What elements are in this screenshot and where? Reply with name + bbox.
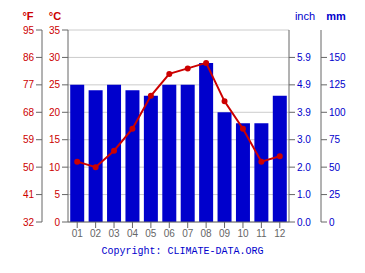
- svg-text:°C: °C: [49, 10, 61, 22]
- svg-text:50: 50: [23, 162, 35, 173]
- svg-text:02: 02: [90, 228, 102, 239]
- svg-text:100: 100: [329, 107, 346, 118]
- svg-text:5: 5: [54, 189, 60, 200]
- svg-text:15: 15: [49, 134, 61, 145]
- svg-text:08: 08: [201, 228, 213, 239]
- svg-text:0: 0: [54, 217, 60, 228]
- svg-text:04: 04: [127, 228, 139, 239]
- svg-text:3.0: 3.0: [297, 134, 311, 145]
- svg-text:5.9: 5.9: [297, 52, 311, 63]
- svg-text:50: 50: [329, 162, 341, 173]
- svg-text:11: 11: [256, 228, 267, 239]
- svg-text:77: 77: [23, 79, 35, 90]
- svg-text:25: 25: [329, 189, 341, 200]
- svg-text:30: 30: [49, 52, 61, 63]
- svg-text:86: 86: [23, 52, 35, 63]
- svg-text:95: 95: [23, 25, 35, 36]
- svg-text:10: 10: [237, 228, 249, 239]
- svg-text:12: 12: [274, 228, 286, 239]
- svg-text:2.0: 2.0: [297, 162, 311, 173]
- svg-text:05: 05: [145, 228, 157, 239]
- svg-text:07: 07: [182, 228, 194, 239]
- svg-text:0: 0: [329, 217, 335, 228]
- svg-text:125: 125: [329, 79, 346, 90]
- svg-text:1.0: 1.0: [297, 189, 311, 200]
- svg-text:0.0: 0.0: [297, 217, 311, 228]
- svg-text:°F: °F: [22, 10, 33, 22]
- svg-text:32: 32: [23, 217, 35, 228]
- svg-text:03: 03: [108, 228, 120, 239]
- svg-text:3.9: 3.9: [297, 107, 311, 118]
- svg-text:4.9: 4.9: [297, 79, 311, 90]
- svg-text:01: 01: [72, 228, 84, 239]
- svg-text:20: 20: [49, 107, 61, 118]
- svg-text:06: 06: [164, 228, 176, 239]
- svg-text:inch: inch: [295, 10, 315, 22]
- svg-text:59: 59: [23, 134, 35, 145]
- svg-text:150: 150: [329, 52, 346, 63]
- html-text:Copyright: CLIMATE-DATA.ORG: Copyright: CLIMATE-DATA.ORG: [101, 246, 264, 257]
- svg-text:41: 41: [23, 189, 35, 200]
- svg-text:mm: mm: [326, 10, 346, 22]
- svg-text:09: 09: [219, 228, 231, 239]
- svg-text:35: 35: [49, 25, 61, 36]
- svg-text:68: 68: [23, 107, 35, 118]
- svg-text:10: 10: [49, 162, 61, 173]
- svg-text:75: 75: [329, 134, 341, 145]
- svg-text:25: 25: [49, 79, 61, 90]
